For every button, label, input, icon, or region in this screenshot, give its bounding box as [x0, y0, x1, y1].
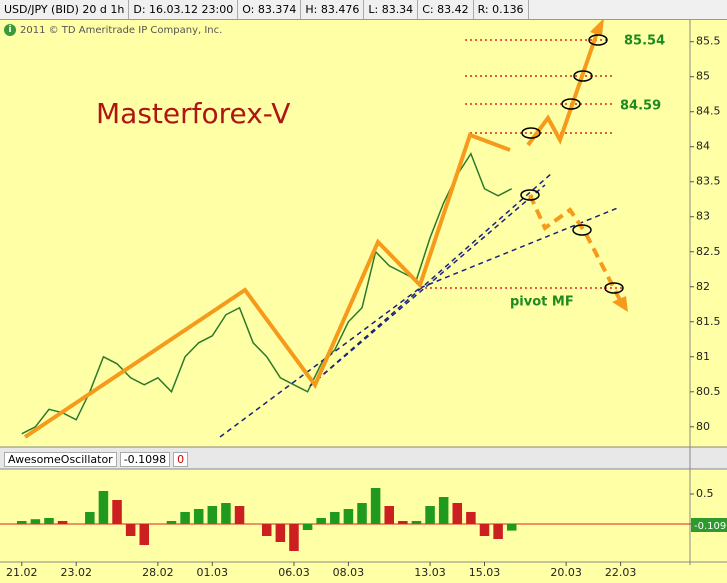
close: C: 83.42 [418, 0, 474, 19]
marker-ellipse [521, 127, 541, 139]
marker-ellipse [561, 98, 581, 110]
x-tick-label: 28.02 [142, 566, 174, 579]
oscillator-bar [85, 512, 95, 524]
oscillator-bar [112, 500, 122, 524]
arrow-head [590, 18, 604, 36]
oscillator-bar [343, 509, 354, 524]
oscillator-bar [30, 519, 41, 524]
annotation: 84.59 [620, 99, 661, 114]
y-tick-label: 83.5 [696, 175, 721, 188]
trend-line [419, 206, 621, 289]
annotation: pivot MF [510, 295, 574, 310]
marker-ellipse [520, 189, 540, 201]
header-bar: USD/JPY (BID) 20 d 1h D: 16.03.12 23:00 … [0, 0, 727, 20]
indicator-value: -0.1098 [119, 452, 171, 467]
y-tick-label: 84 [696, 140, 710, 153]
oscillator-bar [506, 524, 517, 531]
wave-line [23, 132, 511, 439]
high: H: 83.476 [301, 0, 365, 19]
x-tick-label: 13.03 [414, 566, 446, 579]
y-tick-label: 81.5 [696, 315, 721, 328]
oscillator-bar [411, 521, 422, 524]
annotations: Masterforex-V 85.54 84.59 pivot MF [23, 18, 665, 439]
last-value-label: -0.109 [694, 521, 726, 532]
x-tick-label: 20.03 [550, 566, 582, 579]
indicator-header: AwesomeOscillator -0.1098 0 [4, 452, 189, 467]
oscillator-bar [289, 524, 299, 551]
info-icon[interactable]: i [4, 24, 16, 36]
y-tick-label: 85.5 [696, 35, 721, 48]
x-tick-label: 08.03 [333, 566, 365, 579]
price-line [21, 152, 513, 435]
trend-line [219, 287, 421, 438]
y-tick-label: 80 [696, 420, 710, 433]
arrow-head [612, 296, 628, 312]
low: L: 83.34 [364, 0, 419, 19]
y-tick-label: 81 [696, 350, 710, 363]
y-tick-label: 82 [696, 280, 710, 293]
trend-line [309, 172, 553, 387]
oscillator-bar [384, 506, 394, 524]
oscillator-bar [452, 503, 463, 524]
marker-ellipse [588, 34, 608, 46]
open: O: 83.374 [238, 0, 302, 19]
copyright-text: 2011 © TD Ameritrade IP Company, Inc. [20, 24, 223, 36]
marker-ellipse [572, 224, 592, 236]
y-tick-label: 80.5 [696, 385, 721, 398]
y-tick-label: 84.5 [696, 105, 721, 118]
oscillator-bar [98, 491, 109, 524]
oscillator-bar [479, 524, 490, 536]
marker-ellipse [604, 282, 624, 294]
y-tick-label: 83 [696, 210, 710, 223]
oscillator-bar [166, 521, 177, 524]
oscillator-bar [493, 524, 503, 539]
date: D: 16.03.12 23:00 [129, 0, 239, 19]
oscillator-bar [193, 509, 204, 524]
y-tick-label: 0.5 [696, 487, 714, 500]
wave-projection [528, 194, 622, 301]
oscillator-bar [275, 524, 286, 542]
chart-title: Masterforex-V [96, 97, 290, 130]
y-tick-label: 82.5 [696, 245, 721, 258]
oscillator-bar [316, 518, 326, 524]
oscillator-bar [466, 512, 476, 524]
oscillator-bar [139, 524, 150, 545]
y-tick-label: 85 [696, 70, 710, 83]
marker-ellipse [573, 70, 593, 82]
oscillator-bar [234, 506, 245, 524]
oscillator-bar [125, 524, 136, 536]
oscillator-bar [370, 488, 381, 524]
annotation: 85.54 [624, 34, 665, 49]
x-tick-label: 23.02 [60, 566, 92, 579]
oscillator-bar [261, 524, 272, 536]
oscillator-bar [357, 503, 367, 524]
oscillator-bar [221, 503, 231, 524]
x-tick-label: 21.02 [6, 566, 38, 579]
oscillator-bar [302, 524, 313, 530]
indicator-name[interactable]: AwesomeOscillator [4, 452, 117, 467]
oscillator-bar [180, 512, 190, 524]
x-tick-label: 15.03 [469, 566, 501, 579]
oscillator-bar [57, 521, 68, 524]
x-tick-label: 22.03 [605, 566, 637, 579]
wave-projection [526, 29, 600, 147]
oscillator-bar [207, 506, 218, 524]
x-tick-label: 01.03 [197, 566, 229, 579]
copyright: i 2011 © TD Ameritrade IP Company, Inc. [4, 24, 222, 36]
oscillator-bar [17, 521, 27, 524]
last-value-box [691, 518, 727, 532]
oscillator-bar [438, 497, 449, 524]
oscillator-bar [398, 521, 408, 524]
trend-line [309, 184, 546, 387]
indicator-param: 0 [173, 452, 189, 467]
oscillator-bar [330, 512, 340, 524]
oscillator-bar [425, 506, 435, 524]
oscillator-bar [44, 518, 54, 524]
symbol[interactable]: USD/JPY (BID) 20 d 1h [0, 0, 130, 19]
range: R: 0.136 [474, 0, 529, 19]
x-tick-label: 06.03 [278, 566, 310, 579]
